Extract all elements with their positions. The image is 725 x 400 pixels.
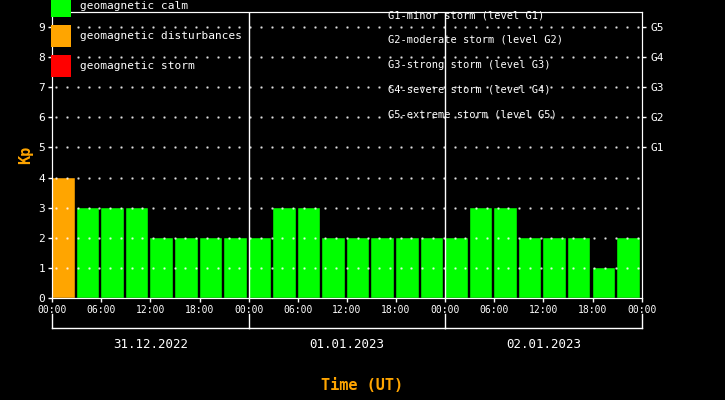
Bar	[224, 238, 247, 298]
Bar	[273, 208, 296, 298]
Text: 02.01.2023: 02.01.2023	[506, 338, 581, 350]
Text: geomagnetic disturbances: geomagnetic disturbances	[80, 31, 241, 41]
Bar	[568, 238, 590, 298]
Bar	[420, 238, 443, 298]
Text: G5-extreme storm (level G5): G5-extreme storm (level G5)	[388, 109, 557, 119]
Bar	[543, 238, 566, 298]
Text: 31.12.2022: 31.12.2022	[113, 338, 188, 350]
Text: geomagnetic storm: geomagnetic storm	[80, 61, 194, 71]
Bar	[298, 208, 320, 298]
Text: geomagnetic calm: geomagnetic calm	[80, 1, 188, 11]
Bar	[396, 238, 418, 298]
Y-axis label: Kp: Kp	[18, 146, 33, 164]
Bar	[494, 208, 517, 298]
Bar	[249, 238, 271, 298]
Text: G2-moderate storm (level G2): G2-moderate storm (level G2)	[388, 35, 563, 45]
Bar	[347, 238, 370, 298]
Bar	[470, 208, 492, 298]
Bar	[617, 238, 639, 298]
Bar	[592, 268, 615, 298]
Bar	[77, 208, 99, 298]
Text: G1-minor storm (level G1): G1-minor storm (level G1)	[388, 10, 544, 20]
Bar	[323, 238, 345, 298]
Text: 01.01.2023: 01.01.2023	[310, 338, 384, 350]
Bar	[126, 208, 149, 298]
Bar	[642, 238, 664, 298]
Text: Time (UT): Time (UT)	[321, 378, 404, 393]
Bar	[52, 178, 75, 298]
Bar	[175, 238, 197, 298]
Text: G4-severe storm (level G4): G4-severe storm (level G4)	[388, 84, 550, 94]
Bar	[102, 208, 124, 298]
Bar	[445, 238, 468, 298]
Text: G3-strong storm (level G3): G3-strong storm (level G3)	[388, 60, 550, 70]
Bar	[519, 238, 542, 298]
Bar	[199, 238, 222, 298]
Bar	[371, 238, 394, 298]
Bar	[150, 238, 173, 298]
